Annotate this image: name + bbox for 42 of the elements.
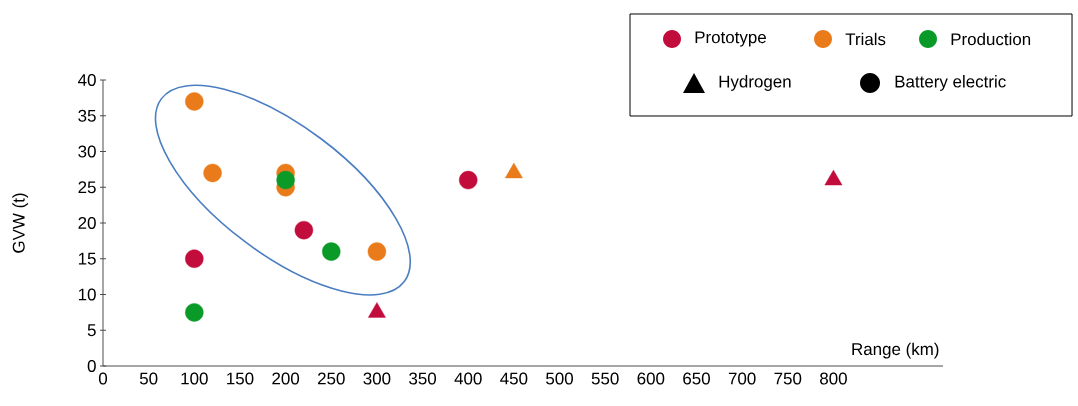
x-tick-label: 400 [454, 372, 482, 385]
legend-label: Prototype [695, 31, 766, 47]
x-tick-label: 250 [317, 372, 345, 385]
point [276, 170, 295, 190]
y-tick-label: 40 [78, 74, 96, 86]
annotation: Battery electric [895, 75, 1006, 91]
x-tick-label: 550 [591, 372, 619, 385]
y-tick-label: 35 [78, 109, 96, 122]
x-tick-label: 750 [774, 372, 802, 385]
point [185, 303, 204, 322]
x-tick-label: 150 [227, 372, 254, 385]
x-axis-title: Range (km) [852, 342, 939, 359]
x-tick-label: 300 [363, 372, 391, 385]
point [294, 220, 314, 240]
point [367, 242, 387, 261]
x-tick-label: 50 [139, 372, 158, 385]
x-tick-label: 800 [820, 372, 847, 385]
y-tick-label: 25 [78, 181, 96, 194]
x-tick-label: 700 [728, 372, 756, 385]
legend-label: Trials [845, 32, 886, 46]
y-tick-label: 30 [78, 145, 96, 158]
point [185, 92, 204, 111]
y-tick-label: 15 [78, 252, 96, 265]
point [322, 242, 341, 261]
x-tick-label: 0 [98, 372, 108, 385]
point [185, 249, 204, 268]
y-tick-label: 10 [78, 288, 96, 301]
point [203, 163, 222, 183]
annotation: Hydrogen [719, 75, 791, 91]
y-tick-label: 0 [87, 360, 96, 372]
y-tick-label: 20 [78, 217, 96, 229]
y-tick-label: 5 [87, 324, 96, 337]
x-tick-label: 600 [637, 372, 665, 385]
x-tick-label: 450 [500, 372, 528, 385]
legend-label: Production [951, 32, 1031, 46]
y-axis-title: GVW (t) [12, 193, 29, 253]
x-tick-label: 500 [546, 372, 573, 385]
x-tick-label: 200 [272, 372, 300, 385]
point [459, 170, 478, 190]
x-tick-label: 650 [683, 372, 710, 385]
x-tick-label: 350 [409, 372, 437, 385]
x-tick-label: 100 [181, 372, 208, 385]
